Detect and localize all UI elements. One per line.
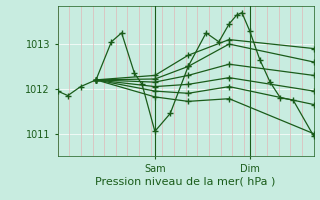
X-axis label: Pression niveau de la mer( hPa ): Pression niveau de la mer( hPa )	[95, 176, 276, 186]
